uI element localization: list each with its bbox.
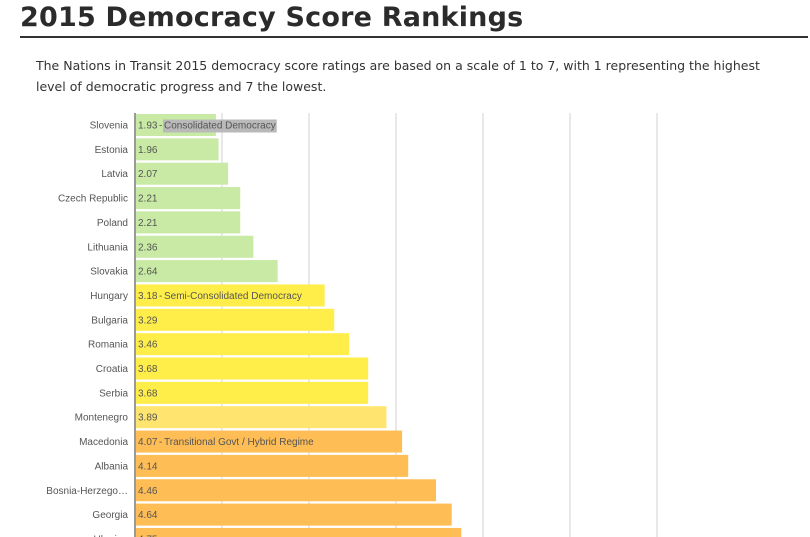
bar-annotation: Transitional Govt / Hybrid Regime (164, 437, 314, 448)
bar[interactable] (135, 187, 241, 210)
annotation-separator: - (159, 121, 162, 132)
bar[interactable] (135, 308, 335, 331)
bar[interactable] (135, 357, 369, 380)
bar[interactable] (135, 333, 350, 356)
bar[interactable] (135, 430, 403, 453)
bar[interactable] (135, 381, 369, 404)
bar[interactable] (135, 503, 452, 526)
bar-value-label: 2.64 (138, 267, 158, 278)
bar-value-label: 4.64 (138, 510, 158, 521)
country-label: Slovakia (90, 267, 128, 278)
bar-value-label: 4.14 (138, 461, 158, 472)
bar[interactable] (135, 454, 409, 477)
bar-value-label: 1.96 (138, 145, 158, 156)
bar-value-label: 4.07 (138, 437, 158, 448)
country-label: Bosnia-Herzego… (46, 486, 128, 497)
country-label: Estonia (95, 145, 129, 156)
country-label: Bulgaria (91, 315, 128, 326)
bar-value-label: 3.46 (138, 340, 158, 351)
country-labels: Slovenia 1.93- Consolidated DemocracyEston… (46, 119, 314, 537)
bar-value-label: 2.36 (138, 242, 158, 253)
bar-value-label: 3.29 (138, 315, 158, 326)
bar[interactable] (135, 406, 387, 429)
country-label: Poland (97, 218, 128, 229)
bar[interactable] (135, 235, 254, 258)
y-axis-line (134, 113, 136, 537)
country-label: Latvia (101, 169, 128, 180)
bar[interactable] (135, 211, 241, 234)
bar[interactable] (135, 527, 462, 537)
bar-value-label: 3.18 (138, 291, 158, 302)
bar-value-label: 2.21 (138, 218, 158, 229)
bar-value-label: 4.46 (138, 486, 158, 497)
bar-value-label: 4.75 (138, 534, 158, 537)
bar-value-label: 2.21 (138, 194, 158, 205)
country-label: Czech Republic (58, 194, 128, 205)
annotation-separator: - (159, 437, 162, 448)
country-label: Hungary (90, 291, 128, 302)
annotation-separator: - (159, 291, 162, 302)
bar-value-label: 1.93 (138, 121, 158, 132)
country-label: Georgia (92, 510, 128, 521)
bar-value-label: 3.89 (138, 413, 158, 424)
annotation-highlight (163, 119, 277, 133)
country-label: Croatia (96, 364, 129, 375)
country-label: Slovenia (90, 121, 129, 132)
title-divider (20, 36, 808, 38)
bar-value-label: 2.07 (138, 169, 158, 180)
country-label: Ukraine (94, 534, 129, 537)
bar[interactable] (135, 138, 219, 161)
bar-value-label: 3.68 (138, 364, 158, 375)
country-label: Lithuania (87, 242, 128, 253)
bar[interactable] (135, 162, 229, 185)
intro-paragraph: The Nations in Transit 2015 democracy sc… (36, 58, 760, 94)
country-label: Albania (95, 461, 129, 472)
bar[interactable] (135, 284, 325, 307)
bar[interactable] (135, 479, 437, 502)
country-label: Macedonia (79, 437, 128, 448)
country-label: Serbia (99, 388, 128, 399)
bar-annotation: Consolidated Democracy (164, 121, 276, 132)
bars (135, 114, 462, 537)
bar[interactable] (135, 260, 278, 283)
bar-annotation: Semi-Consolidated Democracy (164, 291, 302, 302)
page-title: 2015 Democracy Score Rankings (20, 2, 524, 33)
bar-value-label: 3.68 (138, 388, 158, 399)
country-label: Romania (88, 340, 128, 351)
country-label: Montenegro (75, 413, 129, 424)
